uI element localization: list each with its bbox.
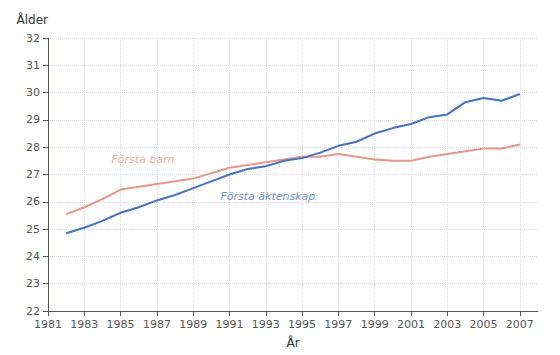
svg-text:1995: 1995 — [288, 318, 316, 331]
svg-text:24: 24 — [26, 250, 40, 263]
svg-text:1987: 1987 — [143, 318, 171, 331]
svg-text:32: 32 — [26, 32, 40, 45]
svg-text:25: 25 — [26, 223, 40, 236]
svg-text:Ålder: Ålder — [17, 12, 49, 27]
svg-text:1989: 1989 — [179, 318, 207, 331]
svg-text:1993: 1993 — [252, 318, 280, 331]
svg-text:1991: 1991 — [215, 318, 243, 331]
svg-text:28: 28 — [26, 141, 40, 154]
svg-text:1981: 1981 — [34, 318, 62, 331]
svg-text:1997: 1997 — [324, 318, 352, 331]
svg-text:Första äktenskap: Första äktenskap — [220, 190, 315, 203]
svg-text:2007: 2007 — [506, 318, 534, 331]
svg-text:2005: 2005 — [470, 318, 498, 331]
svg-text:31: 31 — [26, 59, 40, 72]
svg-text:1999: 1999 — [361, 318, 389, 331]
svg-text:30: 30 — [26, 86, 40, 99]
svg-text:29: 29 — [26, 113, 40, 126]
svg-text:Första barn: Första barn — [112, 153, 175, 166]
svg-text:1985: 1985 — [107, 318, 135, 331]
svg-text:1983: 1983 — [70, 318, 98, 331]
svg-text:22: 22 — [26, 305, 40, 318]
svg-text:2001: 2001 — [397, 318, 425, 331]
svg-text:23: 23 — [26, 277, 40, 290]
svg-text:27: 27 — [26, 168, 40, 181]
svg-text:År: År — [286, 335, 299, 350]
svg-text:2003: 2003 — [433, 318, 461, 331]
svg-text:26: 26 — [26, 195, 40, 208]
